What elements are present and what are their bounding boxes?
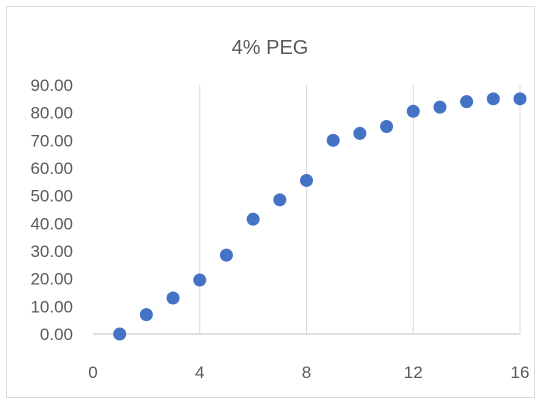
data-point	[460, 95, 474, 109]
data-point	[113, 327, 127, 341]
x-axis-tick-labels: 0 4 8 12 16	[88, 363, 529, 382]
y-tick-label: 80.00	[30, 104, 73, 123]
y-tick-label: 60.00	[30, 159, 73, 178]
data-point	[166, 291, 180, 305]
data-point	[433, 100, 447, 114]
y-tick-label: 40.00	[30, 214, 73, 233]
data-point	[193, 273, 207, 287]
data-point	[326, 133, 340, 147]
x-tick-label: 16	[511, 363, 530, 382]
y-tick-label: 0.00	[40, 325, 73, 344]
data-point	[513, 92, 527, 106]
y-axis-tick-labels: 0.00 10.00 20.00 30.00 40.00 50.00 60.00 70.00 8…	[30, 76, 73, 344]
y-tick-label: 90.00	[30, 76, 73, 95]
scatter-chart: 4% PEG 0.00 10.00 20.00 30.00 40.00 50.00 60.0…	[30, 37, 529, 382]
data-point	[486, 92, 500, 106]
data-point	[353, 126, 367, 140]
data-point	[219, 248, 233, 262]
x-tick-label: 0	[88, 363, 97, 382]
y-tick-label: 70.00	[30, 131, 73, 150]
data-point	[273, 193, 287, 207]
chart-title: 4% PEG	[232, 37, 309, 59]
y-tick-label: 50.00	[30, 187, 73, 206]
y-tick-label: 30.00	[30, 242, 73, 261]
data-point	[139, 308, 153, 322]
y-tick-label: 20.00	[30, 270, 73, 289]
data-points	[113, 92, 527, 341]
x-tick-label: 4	[195, 363, 204, 382]
data-point	[246, 212, 260, 226]
x-tick-label: 8	[302, 363, 311, 382]
x-tick-label: 12	[404, 363, 423, 382]
gridlines	[199, 85, 521, 334]
data-point	[380, 120, 394, 133]
y-tick-label: 10.00	[30, 297, 73, 316]
data-point	[406, 104, 420, 118]
data-point	[300, 173, 313, 187]
chart-area: 4% PEG 0.00 10.00 20.00 30.00 40.00 50.00 60.0…	[6, 6, 535, 398]
